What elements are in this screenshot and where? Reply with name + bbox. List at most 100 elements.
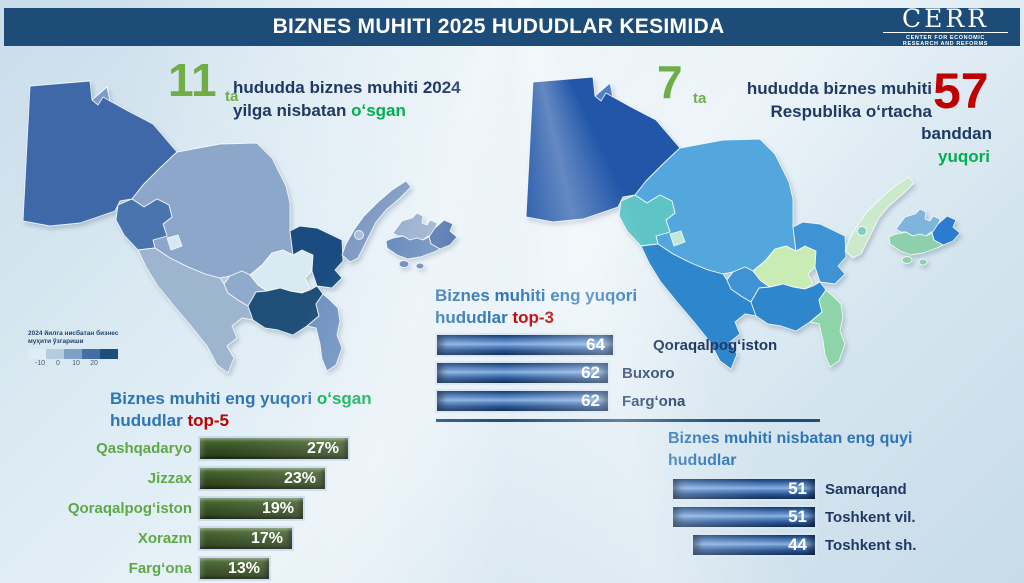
stat-right-text: hududda biznes muhiti Respublika oʻrtach… <box>746 79 932 121</box>
legend-title: 2024 йилга нисбатан бизнес муҳити ўзгари… <box>28 330 119 345</box>
region-xorazm <box>618 194 676 247</box>
region-islands <box>918 258 928 266</box>
section-divider <box>436 419 820 422</box>
region-buxoro <box>640 243 757 370</box>
bar: 64 <box>435 333 615 357</box>
uzbekistan-map-2025-level <box>525 76 961 370</box>
legend-tick: 10 <box>72 360 80 367</box>
page-title: BIZNES MUHITI 2025 HUDUDLAR KESIMIDA <box>272 15 725 38</box>
bar-value: 27% <box>306 439 339 457</box>
bar-label: Toshkent vil. <box>825 508 916 526</box>
bar: 62 <box>435 361 610 385</box>
stat-right-big-number: 57 <box>933 63 989 119</box>
region-sirdaryo <box>792 221 847 285</box>
bar-label: Xorazm <box>137 530 192 547</box>
bar-label: Qoraqalpogʻiston <box>653 336 778 354</box>
bar-row: Qashqadaryo 27% <box>60 436 400 461</box>
chart-top5-rows: Qashqadaryo 27% Jizzax 23% Qoraqalpogʻiston 1… <box>60 436 400 581</box>
bar-label: Toshkent sh. <box>825 536 917 554</box>
region-sirdaryo <box>289 225 344 289</box>
stat-left-text: hududda biznes muhiti 2024 yilga nisbata… <box>233 78 461 120</box>
region-fargona <box>385 235 441 260</box>
stat-right-highlight: yuqori <box>938 147 990 166</box>
bar-row: 62 Fargʻona <box>435 389 865 413</box>
map-legend: 2024 йилга нисбатан бизнес муҳити ўзгари… <box>28 330 148 370</box>
bar-label: Samarqand <box>825 480 907 498</box>
cerr-logo: CERR CENTER FOR ECONOMIC RESEARCH AND RE… <box>883 6 1008 47</box>
bar-row: Xorazm 17% <box>60 526 400 551</box>
bar-row: Jizzax 23% <box>60 466 400 491</box>
bar: 17% <box>198 526 294 551</box>
bar-label: Qoraqalpogʻiston <box>67 500 192 517</box>
header-bar: BIZNES MUHITI 2025 HUDUDLAR KESIMIDA CER… <box>4 6 1020 47</box>
bar-value: 17% <box>250 529 283 547</box>
chart-lowest-rows: 51 Samarqand 51 Toshkent vil. 44 Toshkent sh. <box>565 477 1020 557</box>
region-aral_sea <box>91 86 111 106</box>
chart-lowest: Biznes muhiti nisbatan eng quyi hududlar… <box>565 428 1020 561</box>
bar-value: 23% <box>283 469 316 487</box>
region-aral_sea <box>594 82 614 102</box>
cerr-logo-subtitle: CENTER FOR ECONOMIC RESEARCH AND REFORMS <box>902 35 989 47</box>
bar-row: 64 Qoraqalpogʻiston <box>435 333 865 357</box>
bar-label: Jizzax <box>147 470 192 487</box>
stat-right-suffix: ta <box>693 90 707 107</box>
legend-tick: 0 <box>56 360 60 367</box>
region-islands <box>398 260 410 268</box>
bar-row: 51 Toshkent vil. <box>565 505 1020 529</box>
region-xorazm <box>115 198 173 251</box>
region-surxondaryo <box>306 293 343 372</box>
bar-row: 44 Toshkent sh. <box>565 533 1020 557</box>
chart-top5-title: Biznes muhiti eng yuqori oʻsgan hududlar… <box>110 389 372 430</box>
stat-right-number: 7 <box>657 56 683 108</box>
chart-lowest-title: Biznes muhiti nisbatan eng quyi hududlar <box>668 430 913 469</box>
chart-top3-rows: 64 Qoraqalpogʻiston 62 Buxoro 62 Fargʻona <box>435 333 865 413</box>
bar-label: Fargʻona <box>622 392 686 410</box>
bar-label: Qashqadaryo <box>96 440 192 457</box>
region-xorazm_enclave <box>669 230 686 247</box>
stat-right-line3: banddan <box>921 124 992 143</box>
bar: 44 <box>691 533 817 557</box>
bar-value: 44 <box>788 535 807 554</box>
chart-top3: Biznes muhiti eng yuqori hududlar top-3 … <box>435 285 865 417</box>
bar-label: Buxoro <box>622 364 675 382</box>
region-buxoro <box>137 247 254 374</box>
bar: 27% <box>198 436 350 461</box>
top5-title-highlight: oʻsgan <box>316 389 372 408</box>
region-qashqadaryo <box>247 285 324 336</box>
bar-value: 62 <box>581 391 600 410</box>
chart-top3-title: Biznes muhiti eng yuqori hududlar top-3 <box>435 286 638 327</box>
bar-value: 51 <box>788 479 807 498</box>
region-islands <box>901 256 913 264</box>
bar: 51 <box>671 477 817 501</box>
region-fargona <box>888 231 944 256</box>
region-surxondaryo <box>809 289 846 368</box>
stat-left-number: 11 <box>168 54 217 106</box>
bar-value: 62 <box>581 363 600 382</box>
region-toshkent_vil <box>341 180 412 263</box>
bar-row: Fargʻona 13% <box>60 556 400 581</box>
bar-value: 51 <box>788 507 807 526</box>
bar-row: 51 Samarqand <box>565 477 1020 501</box>
top5-badge: top-5 <box>187 411 229 430</box>
cerr-logo-text: CERR <box>883 6 1008 33</box>
bar: 51 <box>671 505 817 529</box>
bar-label: Fargʻona <box>128 560 192 577</box>
bar-value: 13% <box>227 559 260 577</box>
bar: 19% <box>198 496 305 521</box>
legend-swatch <box>82 349 100 359</box>
legend-tick: -10 <box>34 360 46 367</box>
top3-badge: top-3 <box>512 308 554 327</box>
bar-value: 64 <box>586 335 605 354</box>
chart-top5: Biznes muhiti eng yuqori oʻsgan hududlar… <box>60 388 400 583</box>
legend-swatch <box>28 349 46 359</box>
bar: 62 <box>435 389 610 413</box>
uzbekistan-map-2024-change <box>22 80 458 374</box>
region-toshkent_sh <box>857 226 867 236</box>
legend-color-scale <box>28 349 148 359</box>
region-toshkent_vil <box>844 176 915 259</box>
bar-value: 19% <box>261 499 294 517</box>
region-xorazm_enclave <box>166 234 183 251</box>
stat-left-suffix: ta <box>225 88 239 105</box>
legend-swatch <box>64 349 82 359</box>
